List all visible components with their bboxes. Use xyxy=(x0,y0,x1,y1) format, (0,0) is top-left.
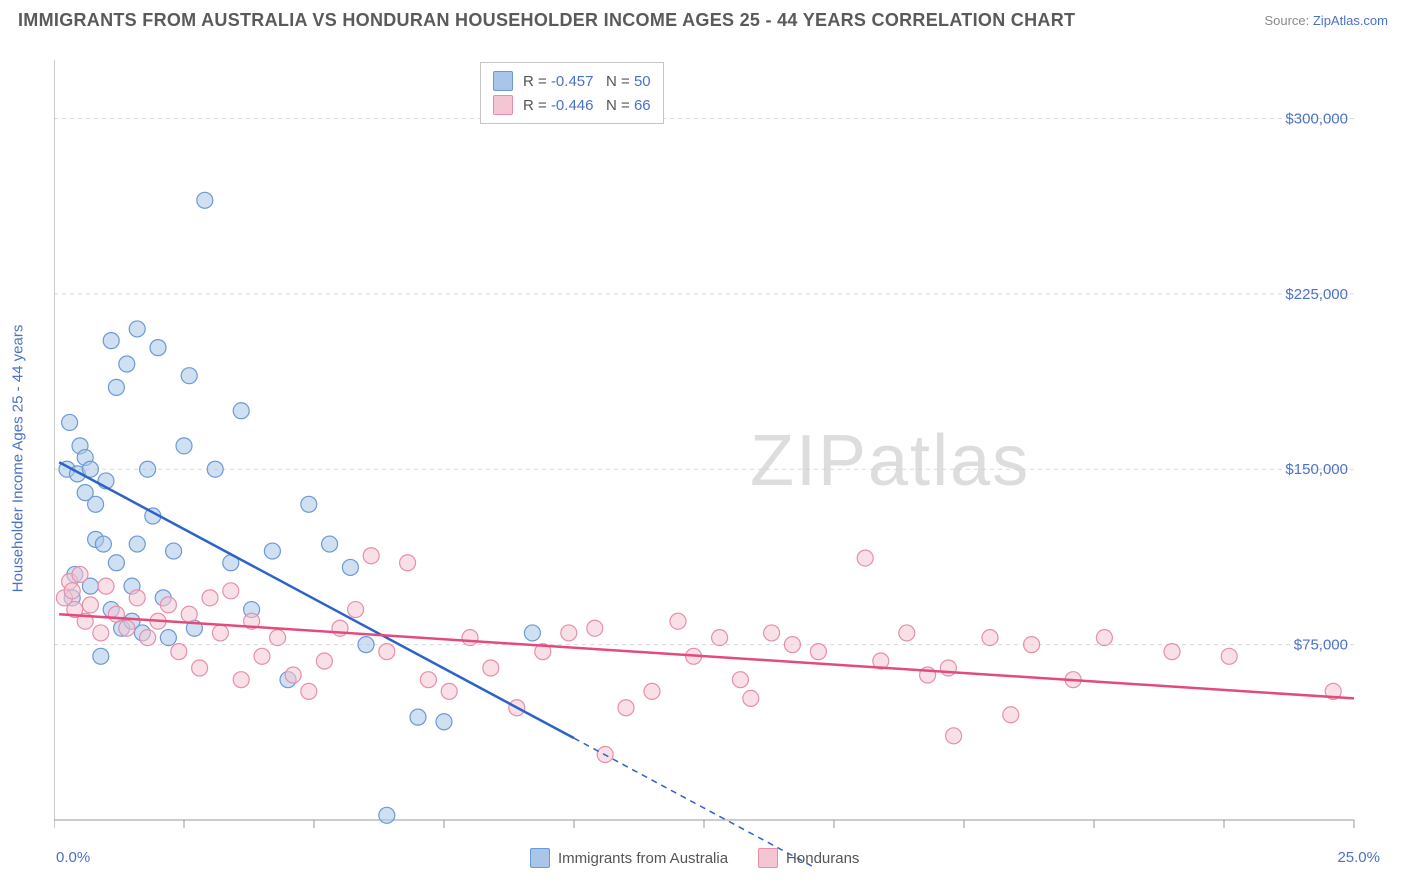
chart-title: IMMIGRANTS FROM AUSTRALIA VS HONDURAN HO… xyxy=(18,10,1075,31)
legend-swatch xyxy=(493,95,513,115)
legend-swatch xyxy=(758,848,778,868)
legend-swatch xyxy=(493,71,513,91)
legend-row: R = -0.457 N = 50 xyxy=(493,69,651,93)
source-prefix: Source: xyxy=(1264,13,1312,28)
correlation-legend: R = -0.457 N = 50R = -0.446 N = 66 xyxy=(480,62,664,124)
source-link[interactable]: ZipAtlas.com xyxy=(1313,13,1388,28)
series-legend-item: Hondurans xyxy=(758,848,859,868)
svg-text:$225,000: $225,000 xyxy=(1285,286,1348,303)
chart-header: IMMIGRANTS FROM AUSTRALIA VS HONDURAN HO… xyxy=(0,0,1406,37)
series-legend-label: Immigrants from Australia xyxy=(558,850,728,867)
x-axis-max-label: 25.0% xyxy=(1337,849,1380,866)
legend-row: R = -0.446 N = 66 xyxy=(493,93,651,117)
series-legend: Immigrants from Australia Hondurans xyxy=(530,848,859,868)
svg-text:$75,000: $75,000 xyxy=(1294,637,1348,654)
x-axis-min-label: 0.0% xyxy=(56,849,90,866)
series-legend-item: Immigrants from Australia xyxy=(530,848,728,868)
chart-source: Source: ZipAtlas.com xyxy=(1264,13,1388,28)
svg-text:$300,000: $300,000 xyxy=(1285,110,1348,127)
legend-swatch xyxy=(530,848,550,868)
svg-text:$150,000: $150,000 xyxy=(1285,461,1348,478)
scatter-plot: $75,000 $150,000 $225,000 $300,000 xyxy=(54,50,1394,870)
chart-container: Householder Income Ages 25 - 44 years $7… xyxy=(10,50,1396,870)
series-legend-label: Hondurans xyxy=(786,850,859,867)
y-axis-title: Householder Income Ages 25 - 44 years xyxy=(10,325,27,593)
